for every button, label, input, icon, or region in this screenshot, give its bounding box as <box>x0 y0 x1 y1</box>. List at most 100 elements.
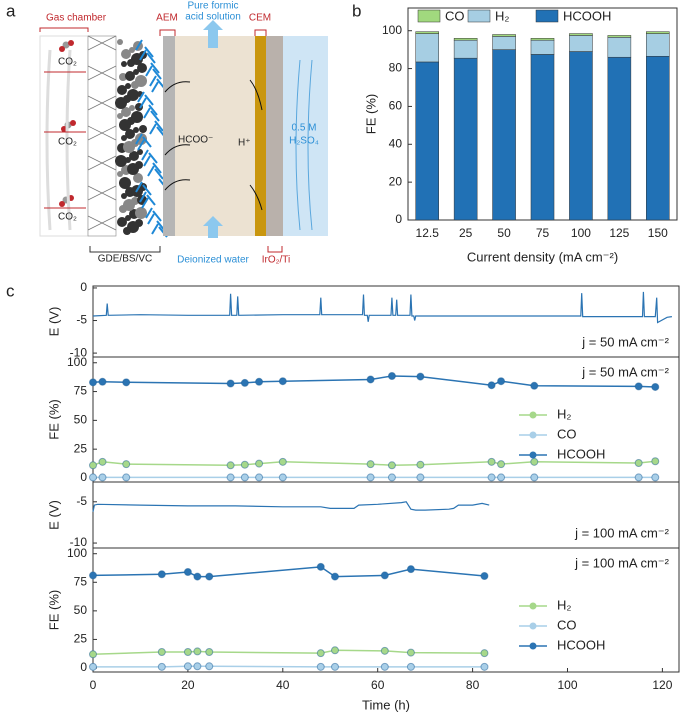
point <box>480 662 489 671</box>
bubble <box>121 61 127 67</box>
legend-marker <box>529 411 537 419</box>
point <box>634 382 643 391</box>
bubble <box>137 149 143 155</box>
bar-segment <box>415 61 439 221</box>
x-tick-label: 50 <box>497 226 511 240</box>
label: H₂SO₄ <box>289 136 319 147</box>
y-tick-label: 40 <box>389 136 403 150</box>
fiber <box>145 65 153 77</box>
bar-segment <box>453 39 478 59</box>
bubble <box>123 141 135 153</box>
point <box>497 377 506 386</box>
point <box>366 460 375 469</box>
point <box>89 650 97 659</box>
bar-segment <box>492 36 516 50</box>
label: H⁺ <box>238 138 251 149</box>
point <box>330 572 339 581</box>
point <box>416 460 425 469</box>
fiber <box>147 165 155 177</box>
fiber <box>142 184 152 196</box>
point <box>387 461 396 470</box>
legend-swatch <box>535 9 559 23</box>
point <box>205 648 214 656</box>
gas-arrows <box>44 71 86 209</box>
bar-segment <box>530 54 555 221</box>
x-tick-label: 0 <box>90 678 97 692</box>
point <box>380 571 389 580</box>
bubble <box>127 163 139 175</box>
legend-label: H₂ <box>557 406 571 421</box>
legend-swatch <box>467 9 491 23</box>
x-tick-label: 75 <box>536 226 550 240</box>
point <box>497 473 506 482</box>
x-tick-label: 25 <box>459 226 473 240</box>
bar-segment <box>646 56 670 221</box>
bar-segment <box>453 38 478 41</box>
legend-swatch <box>417 9 441 23</box>
point <box>406 662 415 671</box>
fiber <box>139 97 147 109</box>
point <box>89 473 97 482</box>
y-axis-label: FE (%) <box>363 94 378 134</box>
point <box>487 473 496 482</box>
legend-marker <box>529 451 537 459</box>
x-axis-label: Current density (mA cm⁻²) <box>467 249 618 264</box>
fiber <box>137 91 145 103</box>
point <box>634 473 643 482</box>
diagram: Gas chamber AEM Pure formic acid solutio… <box>39 1 328 266</box>
fiber <box>149 75 157 87</box>
series-line <box>92 291 672 324</box>
point <box>98 473 107 482</box>
legend-label: HCOOH <box>557 446 605 461</box>
fiber <box>139 49 147 61</box>
point <box>278 457 287 466</box>
point <box>226 379 235 388</box>
bracket <box>89 246 161 253</box>
bubble <box>121 193 127 199</box>
fiber <box>135 39 143 51</box>
point <box>183 662 192 671</box>
bubble <box>133 69 139 75</box>
bar-segment <box>569 33 593 36</box>
bubble <box>117 39 123 45</box>
point <box>316 662 325 671</box>
point <box>240 378 249 387</box>
bubble <box>119 177 131 189</box>
point <box>651 457 660 466</box>
y-tick-label: 75 <box>74 574 88 588</box>
bar-segment <box>607 35 632 38</box>
fiber <box>143 155 151 167</box>
label: CO₂ <box>58 57 77 68</box>
y-tick-label: -10 <box>70 345 88 359</box>
y-tick-label: 80 <box>389 61 403 75</box>
legend-marker <box>529 602 537 610</box>
fiber <box>144 94 154 106</box>
point <box>330 662 339 671</box>
point <box>278 377 287 386</box>
annotation: j = 50 mA cm⁻² <box>581 334 669 349</box>
point <box>89 378 97 387</box>
bubble <box>129 47 135 53</box>
bubble <box>115 97 127 109</box>
label: GDE/BS/VC <box>98 254 152 265</box>
legend-marker <box>529 642 537 650</box>
arrow-up <box>203 20 223 48</box>
arrow-up <box>203 216 223 238</box>
point <box>193 662 202 671</box>
bubble <box>127 59 135 67</box>
bubble <box>125 71 135 81</box>
molecule <box>70 120 76 126</box>
point <box>634 458 643 467</box>
x-tick-label: 100 <box>571 226 591 240</box>
point <box>651 382 660 391</box>
point <box>487 381 496 390</box>
label: Deionized water <box>177 255 249 266</box>
legend-label: CO <box>557 426 577 441</box>
y-tick-label: 0 <box>80 280 87 294</box>
point <box>480 572 489 580</box>
panel-label: c <box>6 281 15 300</box>
solution <box>175 36 255 236</box>
fiber <box>146 52 156 64</box>
y-tick-label: -5 <box>76 494 87 508</box>
